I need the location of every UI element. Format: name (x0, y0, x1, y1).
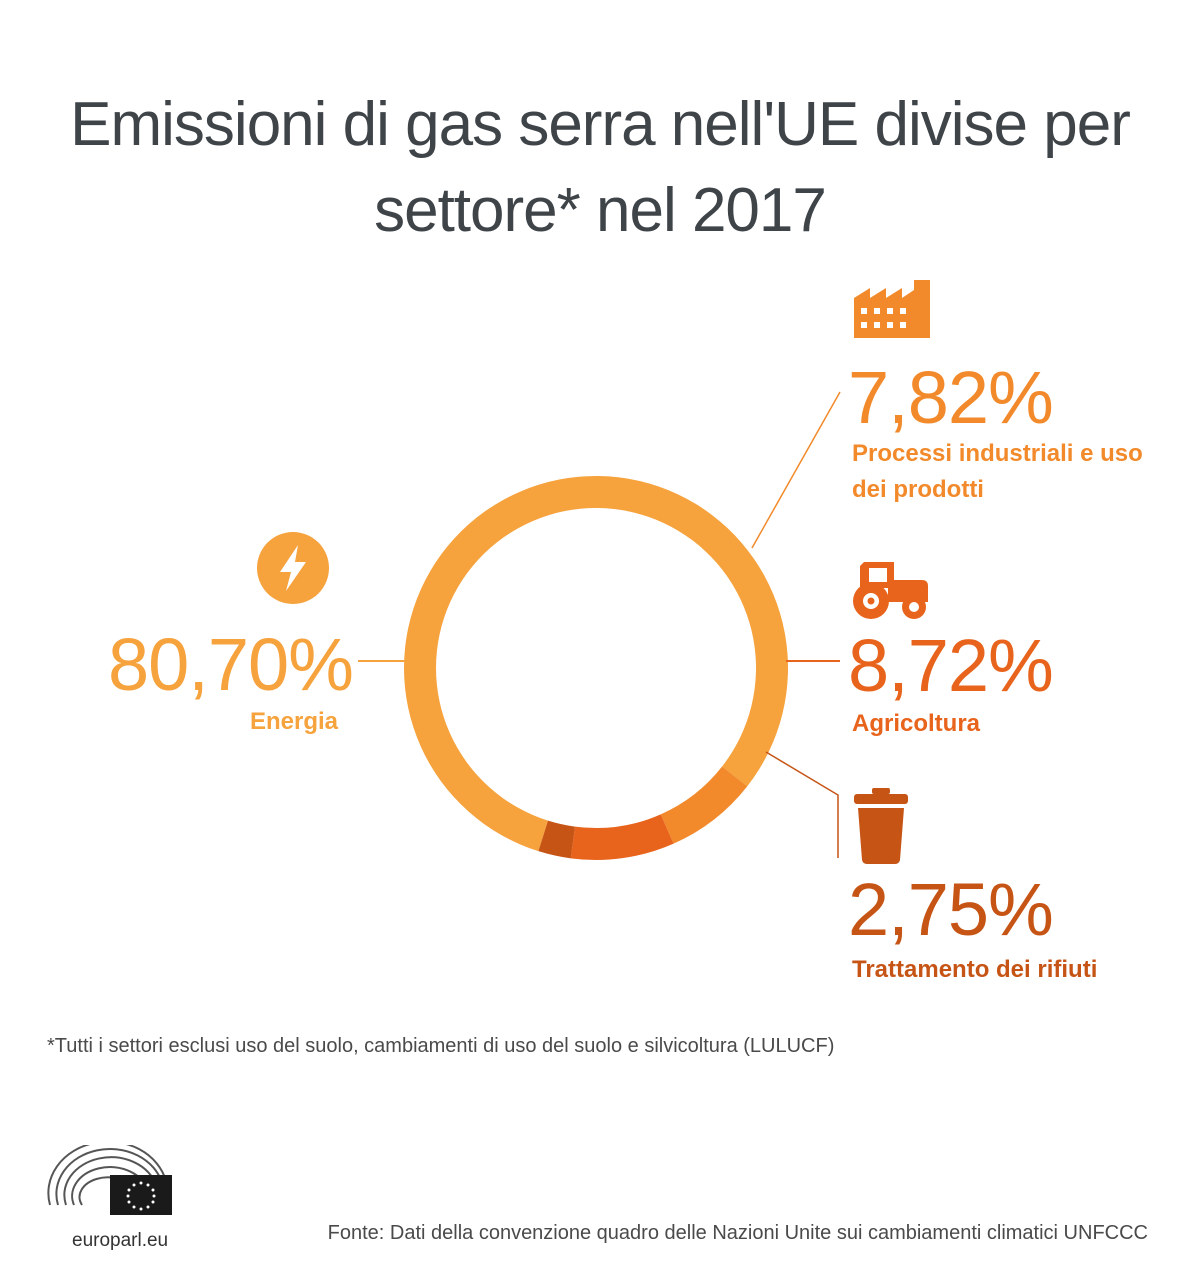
agricoltura-percent: 8,72% (848, 624, 1054, 707)
european-parliament-logo (47, 1145, 172, 1215)
donut-slice-agricoltura (570, 814, 674, 861)
industria-label-line-2: dei prodotti (852, 476, 984, 503)
leader-line-industria (751, 391, 841, 549)
energia-label: Energia (249, 708, 338, 735)
rifiuti-percent: 2,75% (848, 868, 1054, 951)
source-note: Fonte: Dati della convenzione quadro del… (327, 1222, 1148, 1244)
footnote: *Tutti i settori esclusi uso del suolo, … (47, 1035, 835, 1057)
title-line-2: settore* nel 2017 (374, 176, 827, 245)
energia-percent: 80,70% (108, 623, 354, 706)
factory-icon (854, 280, 930, 338)
trash-bin-icon (854, 788, 908, 864)
lightning-bolt-icon (257, 532, 329, 604)
title-line-1: Emissioni di gas serra nell'UE divise pe… (70, 90, 1131, 159)
industria-percent: 7,82% (848, 356, 1054, 439)
leader-line-rifiuti (765, 751, 839, 858)
industria-label: Processi industriali e uso dei prodotti (852, 436, 1143, 508)
agricoltura-label: Agricoltura (852, 710, 981, 737)
industria-label-line-1: Processi industriali e uso (852, 440, 1143, 467)
rifiuti-label: Trattamento dei rifiuti (852, 956, 1098, 983)
tractor-icon (853, 562, 928, 619)
donut-slice-industria (660, 766, 748, 844)
brand-url: europarl.eu (72, 1230, 169, 1251)
donut-slice-rifiuti (538, 820, 575, 859)
page-title: Emissioni di gas serra nell'UE divise pe… (0, 82, 1200, 254)
